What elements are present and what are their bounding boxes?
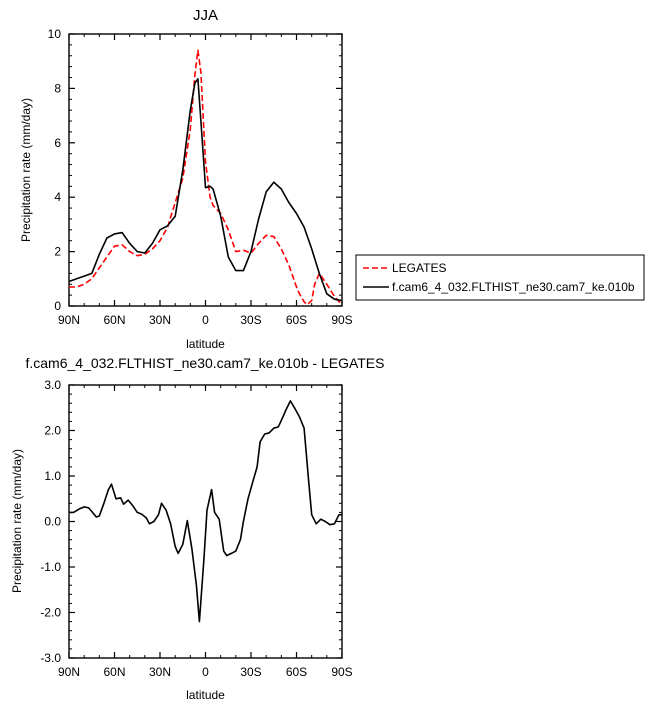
bottom-y-tick-label: -3.0 — [40, 651, 61, 665]
top-chart-title: JJA — [193, 7, 218, 24]
top-series-line-1 — [68, 78, 343, 302]
bottom-x-tick-label: 60N — [103, 665, 125, 679]
top-x-tick-label: 30S — [240, 313, 261, 327]
legend-label-legates: LEGATES — [392, 261, 446, 275]
bottom-y-tick-label: 2.0 — [44, 424, 61, 438]
bottom-x-tick-label: 90S — [331, 665, 352, 679]
bottom-x-tick-label: 30N — [149, 665, 171, 679]
bottom-series-group — [69, 400, 342, 623]
top-x-tick-label: 60S — [286, 313, 307, 327]
bottom-y-tick-label: 0.0 — [44, 515, 61, 529]
bottom-x-tick-label: 30S — [240, 665, 261, 679]
legend-label-model: f.cam6_4_032.FLTHIST_ne30.cam7_ke.010b — [392, 280, 635, 294]
bottom-y-axis-label: Precipitation rate (mm/day) — [10, 449, 24, 593]
top-y-tick-label: 2 — [54, 245, 61, 259]
top-y-axis-label: Precipitation rate (mm/day) — [19, 98, 33, 242]
bottom-y-tick-label: 1.0 — [44, 469, 61, 483]
top-series-line-0 — [69, 49, 343, 306]
top-y-tick-label: 10 — [48, 27, 62, 41]
bottom-x-tick-label: 60S — [286, 665, 307, 679]
legend-box — [355, 254, 645, 301]
bottom-y-tick-label: -2.0 — [40, 606, 61, 620]
top-x-tick-label: 60N — [103, 313, 125, 327]
top-x-tick-label: 90S — [331, 313, 352, 327]
top-y-tick-label: 4 — [54, 190, 61, 204]
top-y-tick-label: 0 — [54, 299, 61, 313]
top-x-tick-label: 0 — [202, 313, 209, 327]
top-axes-ticks: 90N 60N 30N 0 30S 60S 90S 0 2 4 6 8 10 — [48, 27, 353, 327]
top-x-tick-label: 30N — [149, 313, 171, 327]
bottom-axes-ticks: 90N 60N 30N 0 30S 60S 90S -3.0 -2.0 -1.0 0.0 1.0 2.0… — [40, 378, 352, 679]
bottom-x-axis-label: latitude — [186, 688, 225, 702]
bottom-x-tick-label: 0 — [202, 665, 209, 679]
top-y-tick-label: 6 — [54, 136, 61, 150]
bottom-panel: f.cam6_4_032.FLTHIST_ne30.cam7_ke.010b -… — [10, 355, 385, 702]
legend: LEGATES f.cam6_4_032.FLTHIST_ne30.cam7_k… — [355, 254, 645, 301]
top-series-group — [68, 49, 343, 306]
bottom-chart-title: f.cam6_4_032.FLTHIST_ne30.cam7_ke.010b -… — [25, 355, 384, 371]
bottom-series-line-0 — [69, 400, 342, 623]
top-x-axis-label: latitude — [186, 337, 225, 351]
top-x-tick-label: 90N — [58, 313, 80, 327]
top-y-tick-label: 8 — [54, 81, 61, 95]
top-plot-frame — [68, 33, 343, 307]
bottom-y-tick-label: -1.0 — [40, 560, 61, 574]
bottom-x-tick-label: 90N — [58, 665, 80, 679]
bottom-y-tick-label: 3.0 — [44, 378, 61, 392]
